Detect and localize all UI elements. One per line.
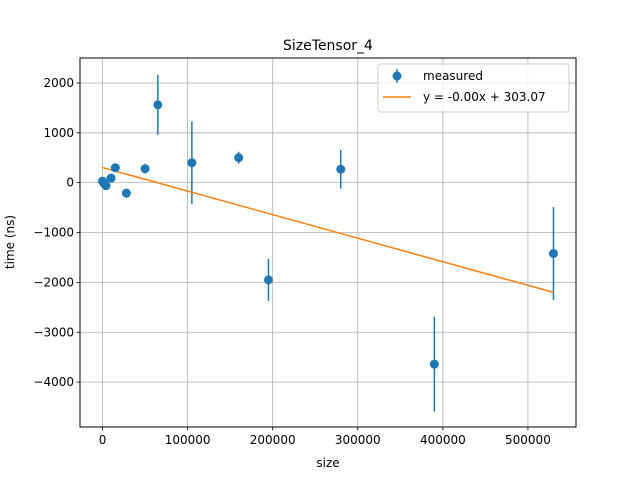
fit-line xyxy=(102,166,554,294)
y-axis-label: time (ns) xyxy=(3,215,17,269)
legend-marker-measured xyxy=(392,71,402,81)
y-tick-label: −3000 xyxy=(33,325,74,339)
y-tick-label: −4000 xyxy=(33,375,74,389)
data-point xyxy=(263,275,273,285)
legend-label-fit: y = -0.00x + 303.07 xyxy=(423,90,546,104)
data-point xyxy=(101,181,111,191)
legend-label-measured: measured xyxy=(423,69,483,83)
plot-frame xyxy=(79,57,577,428)
x-tick-label: 300000 xyxy=(335,433,381,447)
data-point xyxy=(548,248,558,258)
y-tick-label: 2000 xyxy=(43,76,74,90)
legend: measured y = -0.00x + 303.07 xyxy=(377,63,570,113)
x-tick-label: 500000 xyxy=(505,433,551,447)
ticks: 0 100000 200000 300000 400000 500000 −4000 −300… xyxy=(33,76,550,447)
y-tick-label: −2000 xyxy=(33,275,74,289)
legend-box xyxy=(377,63,570,113)
data-point xyxy=(429,359,439,369)
grid xyxy=(80,58,576,427)
x-tick-label: 0 xyxy=(99,433,107,447)
chart-title: SizeTensor_4 xyxy=(283,38,373,54)
y-tick-label: −1000 xyxy=(33,226,74,240)
x-tick-label: 100000 xyxy=(165,433,211,447)
data-point xyxy=(234,153,244,163)
data-point xyxy=(140,164,150,174)
data-point xyxy=(110,163,120,173)
x-tick-label: 200000 xyxy=(250,433,296,447)
y-tick-label: 1000 xyxy=(43,126,74,140)
x-tick-label: 400000 xyxy=(420,433,466,447)
data-point xyxy=(106,173,116,183)
data-point xyxy=(336,164,346,174)
x-axis-label: size xyxy=(316,456,339,470)
data-point xyxy=(153,100,163,110)
series-layer xyxy=(98,74,558,412)
data-point xyxy=(121,188,131,198)
y-tick-label: 0 xyxy=(66,176,74,190)
data-point xyxy=(187,158,197,168)
